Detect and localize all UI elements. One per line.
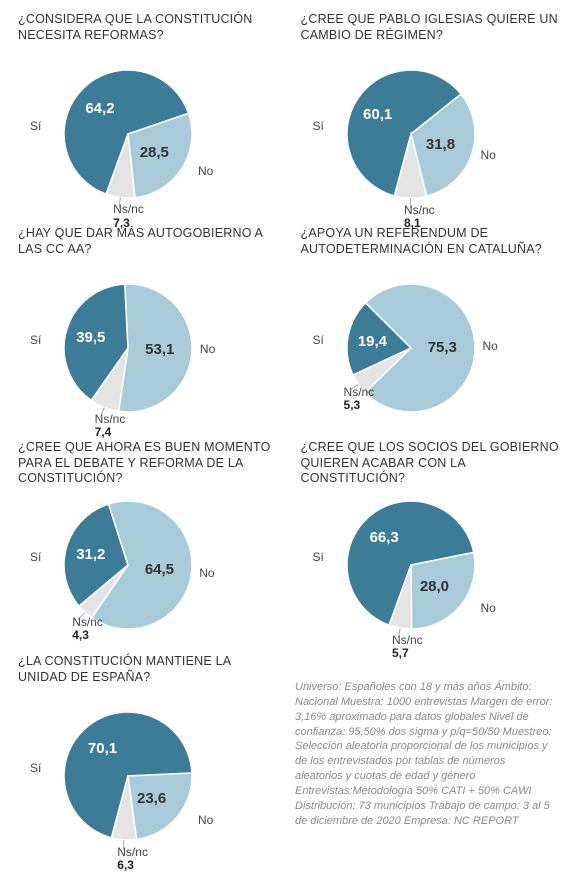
- chart-cell: ¿CONSIDERA QUE LA CONSTITUCIÓN NECESITA …: [18, 12, 277, 212]
- label-nsnc-text: Ns/nc: [344, 385, 375, 399]
- value-nsnc: 7,4: [95, 426, 126, 439]
- chart-title: ¿CREE QUE LOS SOCIOS DEL GOBIERNO QUIERE…: [301, 440, 560, 487]
- label-si: Sí: [313, 334, 324, 347]
- pie-chart: [18, 704, 278, 854]
- label-nsnc-text: Ns/nc: [95, 412, 126, 426]
- pie-chart: [301, 493, 561, 643]
- label-nsnc: Ns/nc6,3: [117, 846, 148, 872]
- value-nsnc: 6,3: [117, 859, 148, 872]
- value-si: 70,1: [88, 740, 117, 757]
- chart-cell: ¿CREE QUE LOS SOCIOS DEL GOBIERNO QUIERE…: [301, 440, 560, 640]
- pie-wrap: 66,328,0SíNoNs/nc5,7: [301, 493, 560, 643]
- label-si: Sí: [30, 551, 41, 564]
- value-si: 39,5: [76, 329, 105, 346]
- label-si: Sí: [313, 551, 324, 564]
- label-si: Sí: [30, 334, 41, 347]
- chart-title: ¿CREE QUE PABLO IGLESIAS QUIERE UN CAMBI…: [301, 12, 560, 56]
- chart-cell: ¿LA CONSTITUCIÓN MANTIENE LA UNIDAD DE E…: [18, 654, 277, 854]
- value-si: 19,4: [358, 333, 387, 350]
- value-no: 28,5: [140, 144, 169, 161]
- chart-title: ¿HAY QUE DAR MÁS AUTOGOBIERNO A LAS CC A…: [18, 226, 277, 270]
- pie-wrap: 31,2 64,5 Sí No Ns/nc4,3: [18, 493, 277, 643]
- value-si: 66,3: [370, 529, 399, 546]
- value-nsnc: 5,7: [392, 647, 423, 660]
- pie-wrap: 70,123,6SíNoNs/nc6,3: [18, 704, 277, 854]
- label-si: Sí: [30, 762, 41, 775]
- label-nsnc-text: Ns/nc: [404, 203, 435, 217]
- chart-title: ¿LA CONSTITUCIÓN MANTIENE LA UNIDAD DE E…: [18, 654, 277, 698]
- label-no: No: [482, 340, 497, 353]
- value-si: 64,2: [85, 100, 114, 117]
- label-no: No: [481, 149, 496, 162]
- pie-wrap: 39,553,1SíNoNs/nc7,4: [18, 276, 277, 426]
- value-no: 64,5: [145, 561, 174, 578]
- value-si: 60,1: [363, 106, 392, 123]
- label-nsnc: Ns/nc5,3: [344, 386, 375, 412]
- chart-cell: ¿CREE QUE PABLO IGLESIAS QUIERE UN CAMBI…: [301, 12, 560, 212]
- value-nsnc: 5,3: [344, 399, 375, 412]
- value-si: 31,2: [76, 546, 105, 563]
- label-nsnc: Ns/nc5,7: [392, 634, 423, 660]
- label-si: Sí: [313, 120, 324, 133]
- label-si: Sí: [30, 120, 41, 133]
- pie-chart: [18, 62, 278, 212]
- label-no: No: [200, 343, 215, 356]
- label-nsnc-text: Ns/nc: [72, 615, 103, 629]
- pie-wrap: 64,228,5SíNoNs/nc7,3: [18, 62, 277, 212]
- label-no: No: [198, 814, 213, 827]
- label-no: No: [198, 165, 213, 178]
- chart-cell: ¿CREE QUE AHORA ES BUEN MOMENTO PARA EL …: [18, 440, 277, 640]
- label-no: No: [199, 567, 214, 580]
- value-no: 75,3: [428, 339, 457, 356]
- label-nsnc-text: Ns/nc: [392, 633, 423, 647]
- methodology-footnote: Universo: Españoles con 18 y más años Ám…: [295, 680, 553, 828]
- chart-cell: ¿APOYA UN REFERENDUM DE AUTODETERMINACIÓ…: [301, 226, 560, 426]
- pie-wrap: 19,4 75,3 Sí No Ns/nc5,3: [301, 276, 560, 426]
- pie-wrap: 60,131,8SíNoNs/nc8,1: [301, 62, 560, 212]
- label-no: No: [481, 602, 496, 615]
- chart-title: ¿CONSIDERA QUE LA CONSTITUCIÓN NECESITA …: [18, 12, 277, 56]
- chart-cell: ¿HAY QUE DAR MÁS AUTOGOBIERNO A LAS CC A…: [18, 226, 277, 426]
- label-nsnc-text: Ns/nc: [113, 202, 144, 216]
- value-no: 28,0: [420, 578, 449, 595]
- chart-title: ¿CREE QUE AHORA ES BUEN MOMENTO PARA EL …: [18, 440, 277, 487]
- value-no: 23,6: [137, 790, 166, 807]
- value-nsnc: 4,3: [72, 629, 103, 642]
- label-nsnc: Ns/nc4,3: [72, 616, 103, 642]
- value-no: 31,8: [426, 136, 455, 153]
- label-nsnc: Ns/nc7,4: [95, 413, 126, 439]
- chart-title: ¿APOYA UN REFERENDUM DE AUTODETERMINACIÓ…: [301, 226, 560, 270]
- value-no: 53,1: [145, 341, 174, 358]
